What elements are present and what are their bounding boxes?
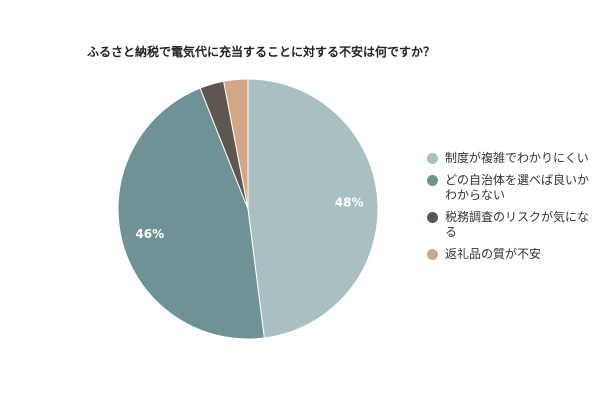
slice-value-label: 48% xyxy=(335,196,364,210)
pie-slice[interactable] xyxy=(247,78,379,339)
legend-item[interactable]: 返礼品の質が不安 xyxy=(425,247,600,262)
legend-swatch xyxy=(427,249,438,260)
legend-swatch xyxy=(427,175,438,186)
chart-title: ふるさと納税で電気代に充当することに対する不安は何ですか？ xyxy=(87,45,436,59)
legend-label: どの自治体を選べば良いかわからない xyxy=(445,173,590,202)
pie-slice[interactable] xyxy=(117,87,265,340)
legend-label: 税務調査のリスクが気になる xyxy=(445,210,590,239)
legend-item[interactable]: 税務調査のリスクが気になる xyxy=(425,210,600,240)
legend-swatch xyxy=(427,212,438,223)
legend-swatch xyxy=(427,153,438,164)
slice-value-label: 46% xyxy=(135,227,164,241)
legend-label: 返礼品の質が不安 xyxy=(445,247,542,261)
legend-label: 制度が複雑でわかりにくい xyxy=(445,151,589,165)
pie-slice[interactable] xyxy=(223,78,249,210)
legend-item[interactable]: どの自治体を選べば良いかわからない xyxy=(425,173,600,203)
legend-item[interactable]: 制度が複雑でわかりにくい xyxy=(425,151,600,166)
legend: 制度が複雑でわかりにくい どの自治体を選べば良いかわからない 税務調査のリスクが… xyxy=(425,151,600,269)
